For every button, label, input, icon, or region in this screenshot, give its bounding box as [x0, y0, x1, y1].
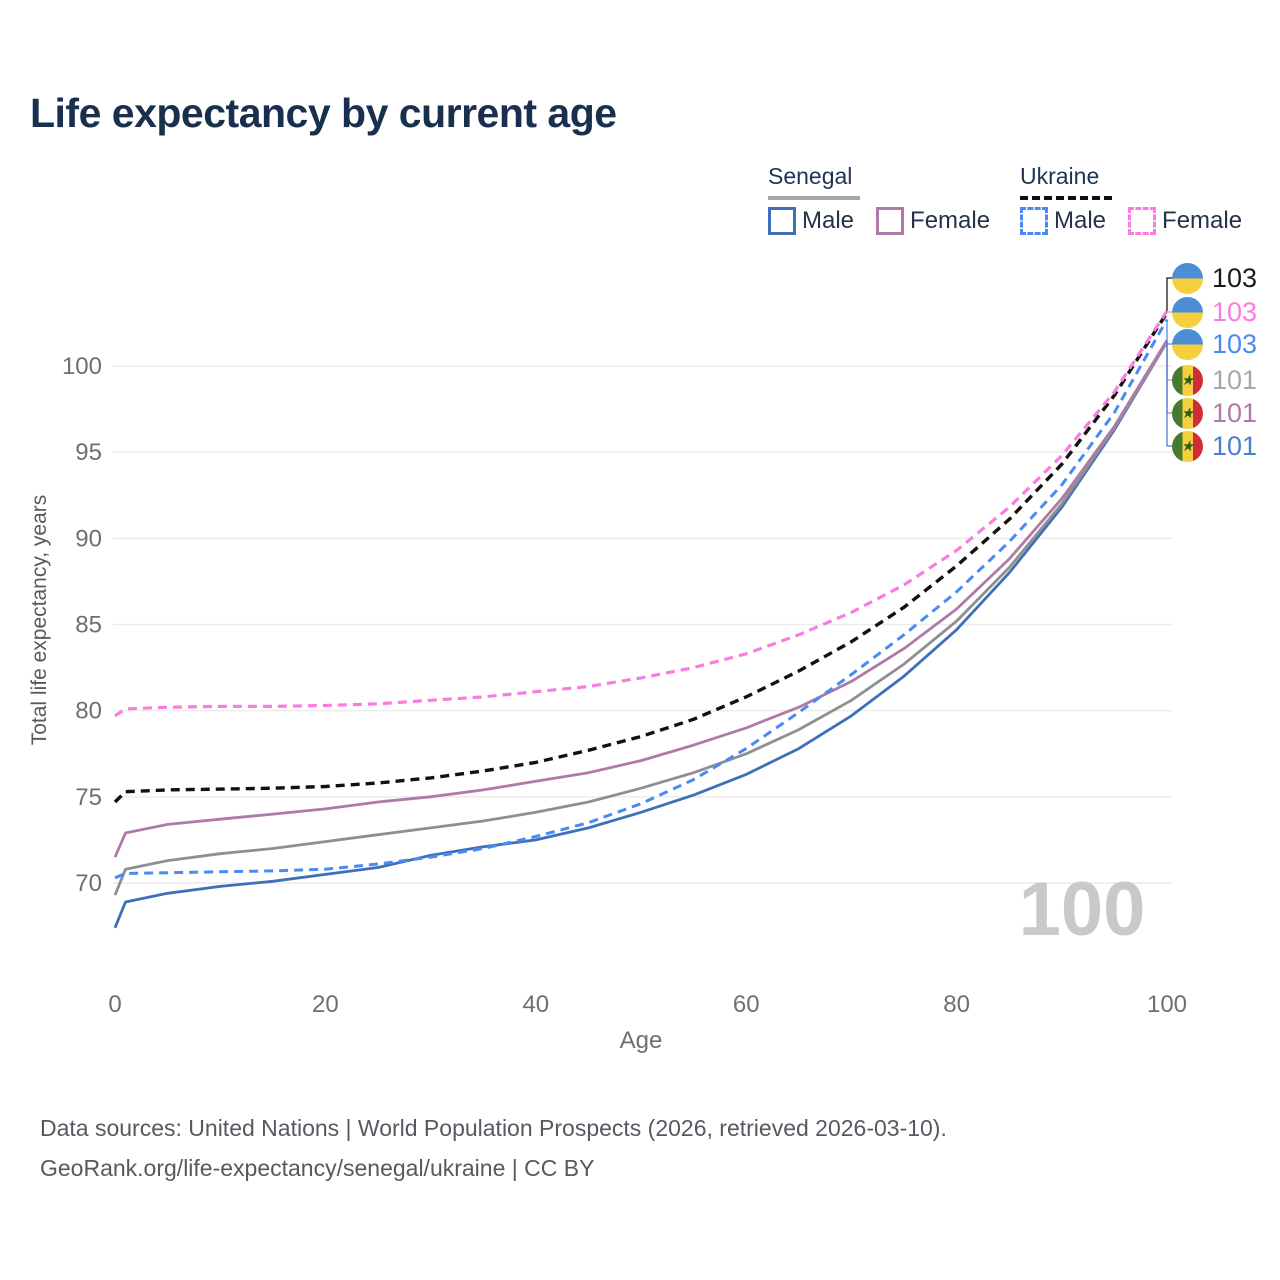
series-line-ukraine-total[interactable] — [113, 311, 1169, 804]
x-tick-label: 100 — [1147, 991, 1187, 1018]
end-label-value: 103 — [1212, 296, 1258, 327]
end-label-row-ukraine-total[interactable]: 103 — [1172, 262, 1257, 294]
senegal-star-icon: ★ — [1180, 437, 1195, 455]
y-tick-label: 100 — [62, 353, 102, 380]
x-tick-label: 20 — [312, 991, 339, 1018]
y-tick-label: 80 — [75, 698, 102, 725]
x-tick-label: 60 — [733, 991, 760, 1018]
series-line-ukraine-female[interactable] — [114, 310, 1169, 718]
senegal-flag-icon: ★ — [1172, 364, 1203, 396]
legend-underline-ukraine — [1020, 196, 1112, 200]
senegal-star-icon: ★ — [1180, 404, 1195, 422]
senegal-male-swatch-icon — [768, 207, 796, 235]
legend-label: Female — [910, 207, 991, 234]
legend-group-ukraine: Ukraine Male Female — [1020, 163, 1242, 235]
ukraine-male-swatch-icon — [1020, 207, 1048, 235]
end-label-value: 101 — [1212, 364, 1258, 395]
end-label-row-ukraine-female[interactable]: 103 — [1172, 296, 1257, 328]
end-label-row-senegal-male[interactable]: ★ 101 — [1172, 430, 1257, 462]
series-line-senegal-total[interactable] — [113, 341, 1169, 896]
legend-header-ukraine[interactable]: Ukraine — [1020, 163, 1100, 189]
y-tick-label: 70 — [75, 870, 102, 897]
y-axis-title: Total life expectancy, years — [28, 495, 51, 746]
senegal-flag-icon: ★ — [1172, 397, 1203, 429]
ukraine-flag-icon — [1172, 328, 1203, 360]
end-label-leader — [1166, 310, 1173, 313]
ukraine-flag-icon — [1172, 296, 1203, 328]
end-label-value: 103 — [1212, 328, 1258, 359]
x-tick-label: 40 — [522, 991, 549, 1018]
page-title: Life expectancy by current age — [30, 90, 617, 136]
y-tick-label: 95 — [75, 439, 102, 466]
end-label-leader — [1166, 341, 1173, 447]
senegal-female-swatch-icon — [876, 207, 905, 235]
legend-label: Male — [802, 207, 855, 234]
footer-sources: Data sources: United Nations | World Pop… — [40, 1115, 947, 1141]
end-label-leader — [1166, 277, 1173, 313]
ukraine-flag-icon — [1172, 262, 1203, 294]
x-axis-title: Age — [620, 1027, 663, 1054]
y-tick-label: 90 — [75, 525, 102, 552]
ukraine-female-swatch-icon — [1128, 207, 1157, 235]
legend-label: Female — [1162, 207, 1243, 234]
legend-item-ukraine-female[interactable]: Female — [1128, 207, 1242, 235]
senegal-flag-icon: ★ — [1172, 430, 1203, 462]
end-label-row-ukraine-male[interactable]: 103 — [1172, 328, 1257, 360]
x-tick-label: 0 — [108, 991, 121, 1018]
age-counter-watermark: 100 — [1018, 867, 1146, 952]
end-label-value: 101 — [1212, 397, 1258, 428]
legend-group-senegal: Senegal Male Female — [768, 163, 990, 235]
footer-attribution[interactable]: GeoRank.org/life-expectancy/senegal/ukra… — [40, 1155, 595, 1182]
end-label-row-senegal-female[interactable]: ★ 101 — [1172, 397, 1257, 429]
end-label-value: 103 — [1212, 262, 1258, 293]
y-tick-label: 85 — [75, 612, 102, 639]
legend-header-senegal[interactable]: Senegal — [768, 163, 853, 189]
footer: Data sources: United Nations | World Pop… — [40, 1108, 947, 1189]
legend-item-senegal-female[interactable]: Female — [876, 207, 990, 235]
legend-label: Male — [1054, 207, 1107, 234]
end-label-value: 101 — [1212, 430, 1258, 461]
legend-underline-senegal — [768, 196, 860, 200]
x-tick-label: 80 — [943, 991, 970, 1018]
senegal-star-icon: ★ — [1180, 371, 1195, 389]
series-line-ukraine-male[interactable] — [114, 318, 1169, 880]
series-line-senegal-male[interactable] — [113, 341, 1169, 929]
series-line-senegal-female[interactable] — [113, 339, 1169, 858]
end-label-row-senegal-total[interactable]: ★ 101 — [1172, 364, 1257, 396]
legend-item-senegal-male[interactable]: Male — [768, 207, 854, 235]
legend-item-ukraine-male[interactable]: Male — [1020, 207, 1106, 235]
y-tick-label: 75 — [75, 784, 102, 811]
